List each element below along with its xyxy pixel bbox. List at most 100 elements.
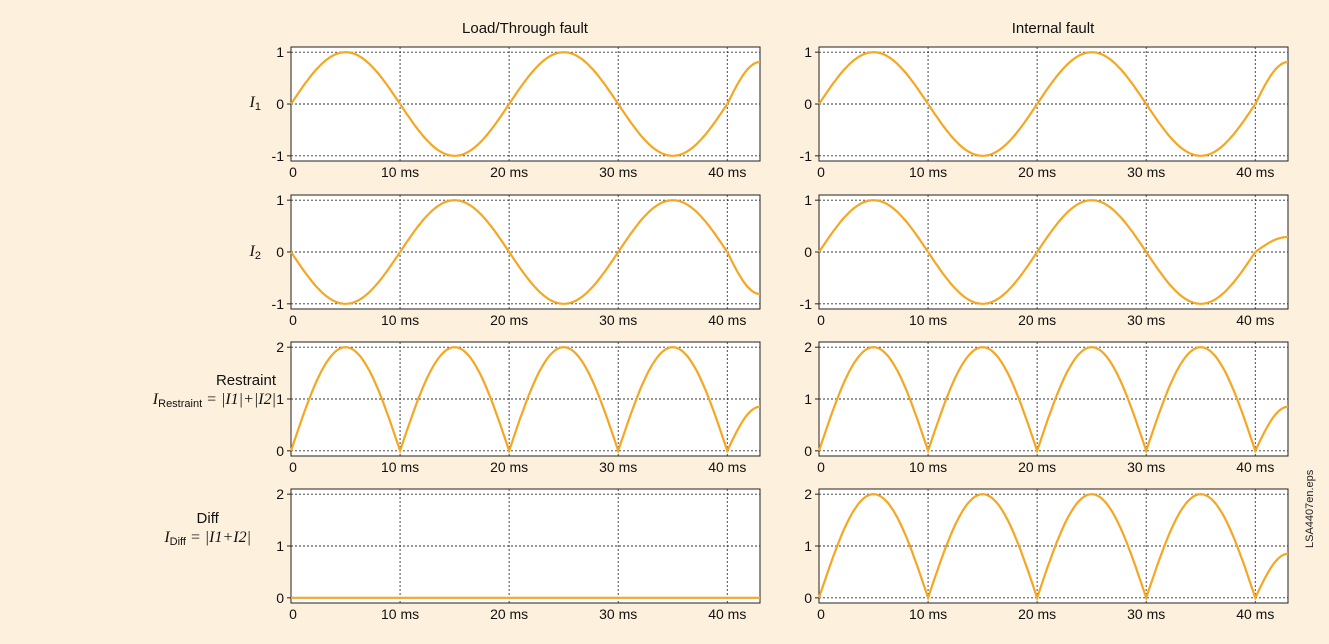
x-tick-label: 30 ms [1127,312,1165,328]
x-tick-label: 20 ms [490,606,528,622]
x-tick-label: 30 ms [599,312,637,328]
y-tick-label: 0 [276,244,284,260]
x-tick-label: 30 ms [1127,164,1165,180]
panel-6: 0 10 ms 20 ms 30 ms 40 ms 0 1 2 [276,486,761,622]
x-tick-label: 10 ms [381,459,419,475]
panel-7: 0 10 ms 20 ms 30 ms 40 ms 0 1 2 [804,486,1289,622]
x-tick-label: 0 [817,459,825,475]
series-line [289,346,760,455]
diff-var: I [164,529,170,546]
row-label-i2: I2 [250,242,261,266]
y-tick-label: 2 [276,486,284,502]
y-tick-label: 1 [276,538,284,554]
i2-var: I [249,243,255,260]
restraint-var: I [152,391,159,408]
diff-caption: Diff [196,510,219,527]
plot-area [290,488,761,604]
y-tick-label: 1 [804,538,812,554]
x-tick-label: 40 ms [708,312,746,328]
column-title-load-through-fault: Load/Through fault [462,20,588,37]
plot-area [818,46,1289,162]
series-line [818,199,1288,305]
restraint-expr: = |I1|+|I2| [206,391,276,408]
x-tick-label: 10 ms [381,312,419,328]
panel-0: 0 10 ms 20 ms 30 ms 40 ms-101 [272,44,761,180]
y-tick-label: 0 [804,590,812,606]
y-tick-label: 0 [804,443,812,459]
x-tick-label: 30 ms [1127,606,1165,622]
i1-sub: 1 [254,101,261,113]
x-tick-label: 0 [289,312,297,328]
x-tick-label: 40 ms [1236,606,1274,622]
plot-area [290,194,761,310]
x-tick-label: 0 [817,164,825,180]
y-tick-label: 1 [276,391,284,407]
i2-sub: 2 [254,250,261,262]
y-tick-label: 0 [276,443,284,459]
x-tick-label: 20 ms [1018,459,1056,475]
restraint-caption: Restraint [215,372,276,389]
x-tick-label: 10 ms [909,606,947,622]
x-tick-label: 40 ms [708,459,746,475]
x-tick-label: 10 ms [909,459,947,475]
y-tick-label: 0 [804,96,812,112]
y-tick-label: 0 [276,96,284,112]
y-tick-label: -1 [800,148,813,164]
x-tick-label: 0 [289,459,297,475]
y-tick-label: 1 [804,391,812,407]
panel-4: 0 10 ms 20 ms 30 ms 40 ms 0 1 2 [276,339,761,475]
series-line [818,51,1289,157]
x-tick-label: 20 ms [490,312,528,328]
x-tick-label: 0 [289,606,297,622]
x-tick-label: 40 ms [708,606,746,622]
x-tick-label: 20 ms [490,459,528,475]
row-label-i1: I1 [250,93,261,117]
row-label-diff: Diff IDiff = |I1+I2| [164,510,251,552]
x-tick-label: 30 ms [599,606,637,622]
row-label-restraint: Restraint IRestraint = |I1|+|I2| [153,372,276,414]
x-tick-label: 20 ms [1018,606,1056,622]
column-title-internal-fault: Internal fault [1011,20,1095,37]
x-tick-label: 20 ms [1018,164,1056,180]
restraint-sub: Restraint [158,398,203,410]
x-tick-label: 30 ms [599,459,637,475]
y-tick-label: 2 [804,486,812,502]
x-tick-label: 0 [817,312,825,328]
i1-var: I [249,94,255,111]
x-tick-label: 20 ms [490,164,528,180]
series-line [290,199,761,305]
x-tick-label: 10 ms [909,312,947,328]
y-tick-label: 1 [804,192,812,208]
y-tick-label: -1 [272,296,285,312]
diff-sub: Diff [169,536,186,548]
series-line [817,346,1288,455]
panel-3: 0 10 ms 20 ms 30 ms 40 ms-101 [800,192,1289,328]
x-tick-label: 30 ms [599,164,637,180]
y-tick-label: 1 [276,192,284,208]
panel-5: 0 10 ms 20 ms 30 ms 40 ms 0 1 2 [804,339,1289,475]
plot-area [818,488,1289,604]
y-tick-label: 0 [804,244,812,260]
plot-area [818,341,1289,457]
x-tick-label: 20 ms [1018,312,1056,328]
y-tick-label: 0 [276,590,284,606]
x-tick-label: 40 ms [1236,459,1274,475]
x-tick-label: 10 ms [381,606,419,622]
x-tick-label: 0 [817,606,825,622]
series-line [290,51,761,157]
y-tick-label: 1 [804,44,812,60]
plot-area [818,194,1289,310]
panel-1: 0 10 ms 20 ms 30 ms 40 ms-101 [800,44,1289,180]
plot-area [290,46,761,162]
panel-2: 0 10 ms 20 ms 30 ms 40 ms-101 [272,192,761,328]
diff-expr: = |I1+I2| [189,529,251,546]
x-tick-label: 40 ms [1236,164,1274,180]
series-line [817,493,1288,602]
x-tick-label: 10 ms [909,164,947,180]
y-tick-label: -1 [800,296,813,312]
x-tick-label: 30 ms [1127,459,1165,475]
x-tick-label: 40 ms [708,164,746,180]
plot-area [290,341,761,457]
